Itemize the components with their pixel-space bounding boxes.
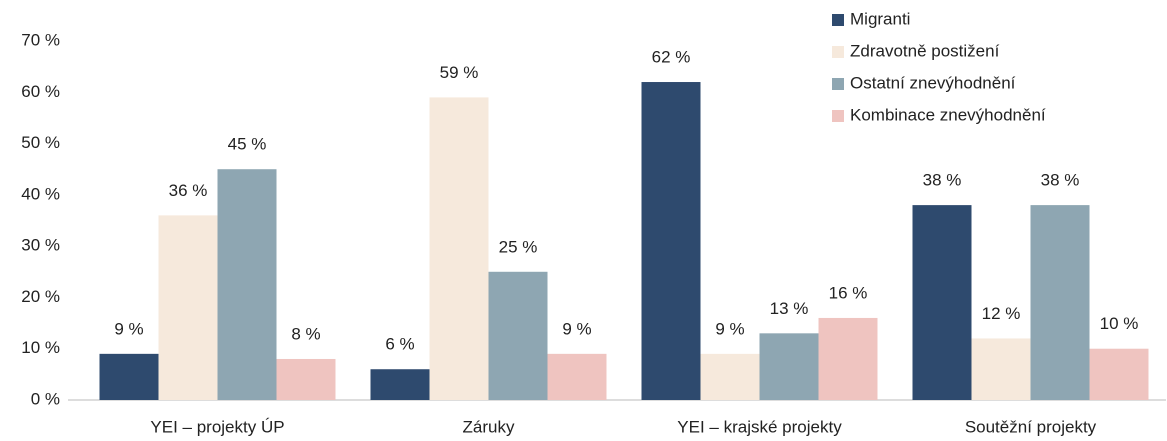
- y-tick-label: 30 %: [21, 236, 60, 255]
- bar: [370, 369, 430, 400]
- data-label: 16 %: [829, 283, 868, 302]
- legend-label: Kombinace znevýhodnění: [850, 105, 1046, 124]
- data-label: 25 %: [499, 237, 538, 256]
- y-tick-label: 40 %: [21, 184, 60, 203]
- y-tick-label: 60 %: [21, 82, 60, 101]
- bar: [217, 169, 277, 400]
- data-label: 36 %: [169, 181, 208, 200]
- bar: [971, 338, 1031, 400]
- data-label: 9 %: [114, 319, 143, 338]
- bar: [488, 271, 548, 400]
- y-tick-label: 70 %: [21, 30, 60, 49]
- x-tick-label: Záruky: [463, 417, 515, 436]
- x-tick-label: Soutěžní projekty: [965, 417, 1097, 436]
- bar: [158, 215, 218, 400]
- legend-swatch: [832, 14, 844, 26]
- data-label: 13 %: [770, 299, 809, 318]
- data-label: 8 %: [291, 324, 320, 343]
- x-tick-label: YEI – projekty ÚP: [150, 417, 284, 436]
- bar: [912, 205, 972, 400]
- bar: [641, 82, 701, 401]
- bar: [1030, 205, 1090, 400]
- legend-swatch: [832, 78, 844, 90]
- bar: [429, 97, 489, 401]
- data-label: 9 %: [562, 319, 591, 338]
- data-label: 38 %: [1041, 171, 1080, 190]
- data-label: 9 %: [715, 319, 744, 338]
- legend-label: Zdravotně postižení: [850, 41, 1000, 60]
- bar: [547, 353, 607, 400]
- legend-label: Migranti: [850, 9, 910, 28]
- bar: [99, 353, 159, 400]
- legend-label: Ostatní znevýhodnění: [850, 73, 1016, 92]
- bar: [276, 358, 336, 400]
- data-label: 59 %: [440, 63, 479, 82]
- data-label: 12 %: [982, 304, 1021, 323]
- y-tick-label: 10 %: [21, 338, 60, 357]
- x-tick-label: YEI – krajské projekty: [677, 417, 842, 436]
- data-label: 38 %: [923, 171, 962, 190]
- data-label: 45 %: [228, 135, 267, 154]
- data-label: 62 %: [652, 48, 691, 67]
- data-label: 10 %: [1100, 314, 1139, 333]
- y-tick-label: 0 %: [31, 389, 60, 408]
- legend-swatch: [832, 110, 844, 122]
- data-label: 6 %: [385, 335, 414, 354]
- bar: [818, 317, 878, 400]
- bar: [700, 353, 760, 400]
- y-tick-label: 50 %: [21, 133, 60, 152]
- bar: [1089, 348, 1149, 400]
- legend-swatch: [832, 46, 844, 58]
- y-tick-label: 20 %: [21, 287, 60, 306]
- bar: [759, 333, 819, 400]
